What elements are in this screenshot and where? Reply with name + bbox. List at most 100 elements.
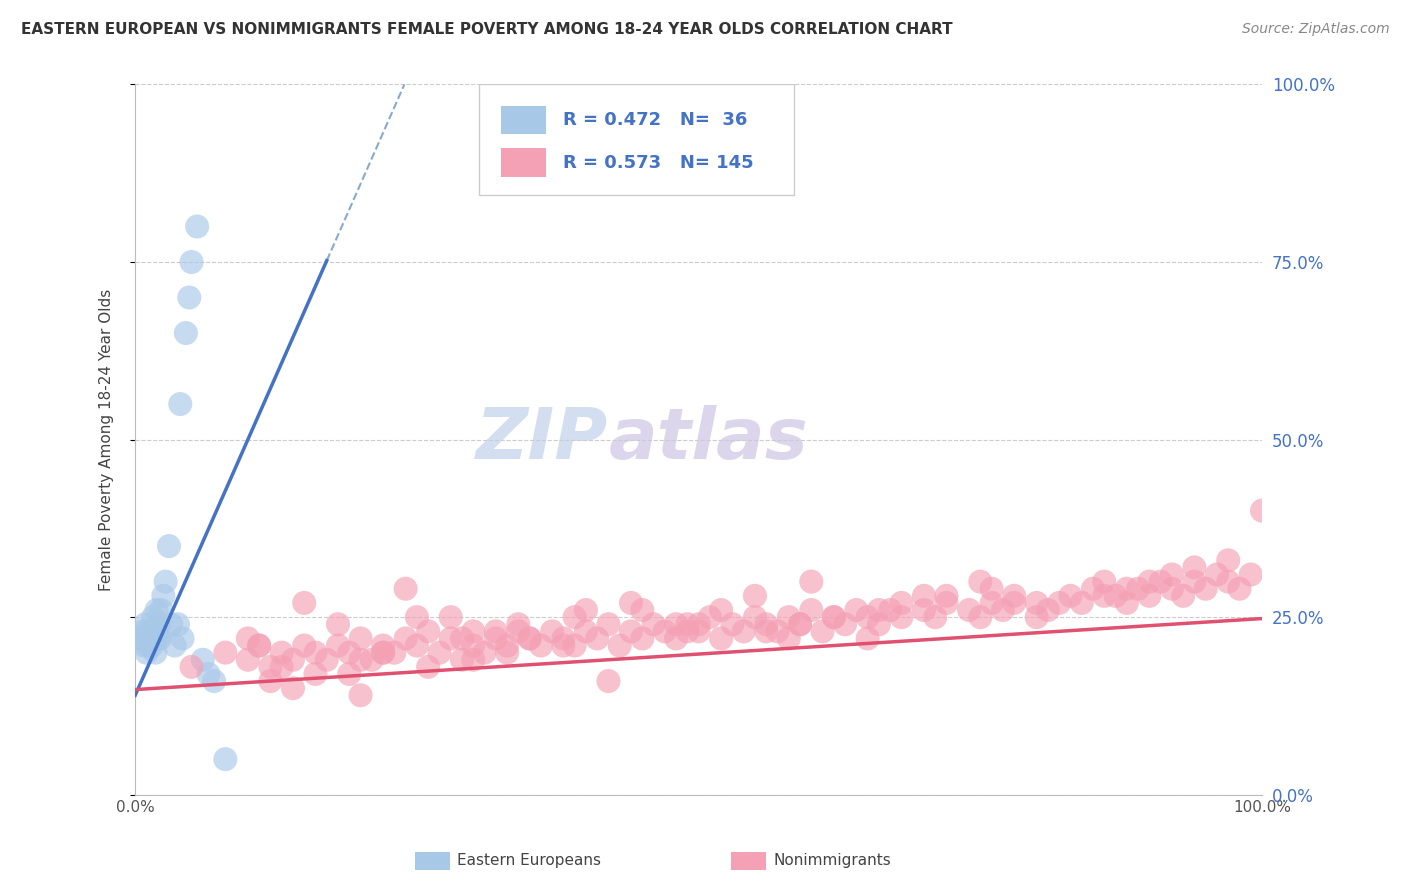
Point: [980, 582, 1002, 596]
Point: [856, 632, 879, 646]
Point: [292, 596, 315, 610]
Point: [1218, 574, 1240, 589]
Bar: [502, 106, 547, 134]
Point: [371, 639, 394, 653]
Point: [169, 397, 191, 411]
Point: [236, 653, 259, 667]
Point: [440, 610, 463, 624]
Point: [598, 674, 620, 689]
Point: [969, 574, 991, 589]
Point: [586, 632, 609, 646]
Point: [744, 589, 766, 603]
Point: [541, 624, 564, 639]
Point: [281, 681, 304, 695]
Point: [1070, 596, 1092, 610]
Point: [935, 596, 957, 610]
Point: [186, 219, 208, 234]
Point: [349, 632, 371, 646]
Point: [733, 624, 755, 639]
Point: [152, 589, 174, 603]
Point: [395, 632, 418, 646]
Point: [1160, 567, 1182, 582]
Point: [800, 574, 823, 589]
Point: [202, 674, 225, 689]
Point: [912, 603, 935, 617]
Point: [1025, 610, 1047, 624]
Point: [304, 667, 326, 681]
Point: [766, 624, 789, 639]
Point: [214, 646, 236, 660]
Point: [1092, 574, 1115, 589]
Point: [247, 639, 270, 653]
Point: [174, 326, 197, 340]
Point: [800, 603, 823, 617]
Text: Eastern Europeans: Eastern Europeans: [457, 854, 600, 868]
Point: [598, 617, 620, 632]
Point: [214, 752, 236, 766]
Point: [553, 632, 575, 646]
Text: Source: ZipAtlas.com: Source: ZipAtlas.com: [1241, 22, 1389, 37]
Point: [474, 646, 496, 660]
Y-axis label: Female Poverty Among 18-24 Year Olds: Female Poverty Among 18-24 Year Olds: [100, 288, 114, 591]
Point: [180, 660, 202, 674]
Point: [620, 596, 643, 610]
Point: [395, 582, 418, 596]
Point: [631, 632, 654, 646]
Point: [146, 632, 169, 646]
Point: [155, 574, 177, 589]
Point: [811, 624, 834, 639]
Point: [418, 660, 440, 674]
Point: [440, 632, 463, 646]
Point: [957, 603, 980, 617]
Point: [620, 624, 643, 639]
Point: [710, 632, 733, 646]
Point: [890, 596, 912, 610]
Text: R = 0.573   N= 145: R = 0.573 N= 145: [564, 153, 754, 171]
Point: [180, 255, 202, 269]
Point: [755, 624, 778, 639]
Point: [1115, 596, 1137, 610]
Point: [868, 617, 890, 632]
Text: ZIP: ZIP: [477, 405, 609, 474]
Point: [179, 291, 201, 305]
Point: [1126, 582, 1149, 596]
Bar: [502, 148, 547, 177]
Point: [1195, 582, 1218, 596]
Point: [146, 624, 169, 639]
Point: [1173, 589, 1195, 603]
Point: [564, 639, 586, 653]
Point: [1160, 582, 1182, 596]
Point: [382, 646, 405, 660]
Point: [236, 632, 259, 646]
Point: [145, 646, 167, 660]
Point: [191, 653, 214, 667]
Point: [451, 653, 474, 667]
Point: [1002, 596, 1025, 610]
Point: [304, 646, 326, 660]
Point: [247, 639, 270, 653]
Point: [1251, 503, 1274, 517]
Point: [609, 639, 631, 653]
Point: [1025, 596, 1047, 610]
FancyBboxPatch shape: [479, 85, 794, 194]
Point: [519, 632, 541, 646]
Point: [1059, 589, 1081, 603]
Point: [360, 653, 382, 667]
Point: [530, 639, 553, 653]
Point: [1092, 589, 1115, 603]
Point: [778, 632, 800, 646]
Point: [141, 639, 163, 653]
Point: [167, 617, 190, 632]
Point: [823, 610, 845, 624]
Point: [721, 617, 744, 632]
Point: [676, 617, 699, 632]
Point: [197, 667, 219, 681]
Point: [654, 624, 676, 639]
Point: [451, 632, 474, 646]
Point: [868, 603, 890, 617]
Point: [710, 603, 733, 617]
Point: [149, 632, 172, 646]
Point: [349, 653, 371, 667]
Point: [259, 660, 281, 674]
Point: [845, 603, 868, 617]
